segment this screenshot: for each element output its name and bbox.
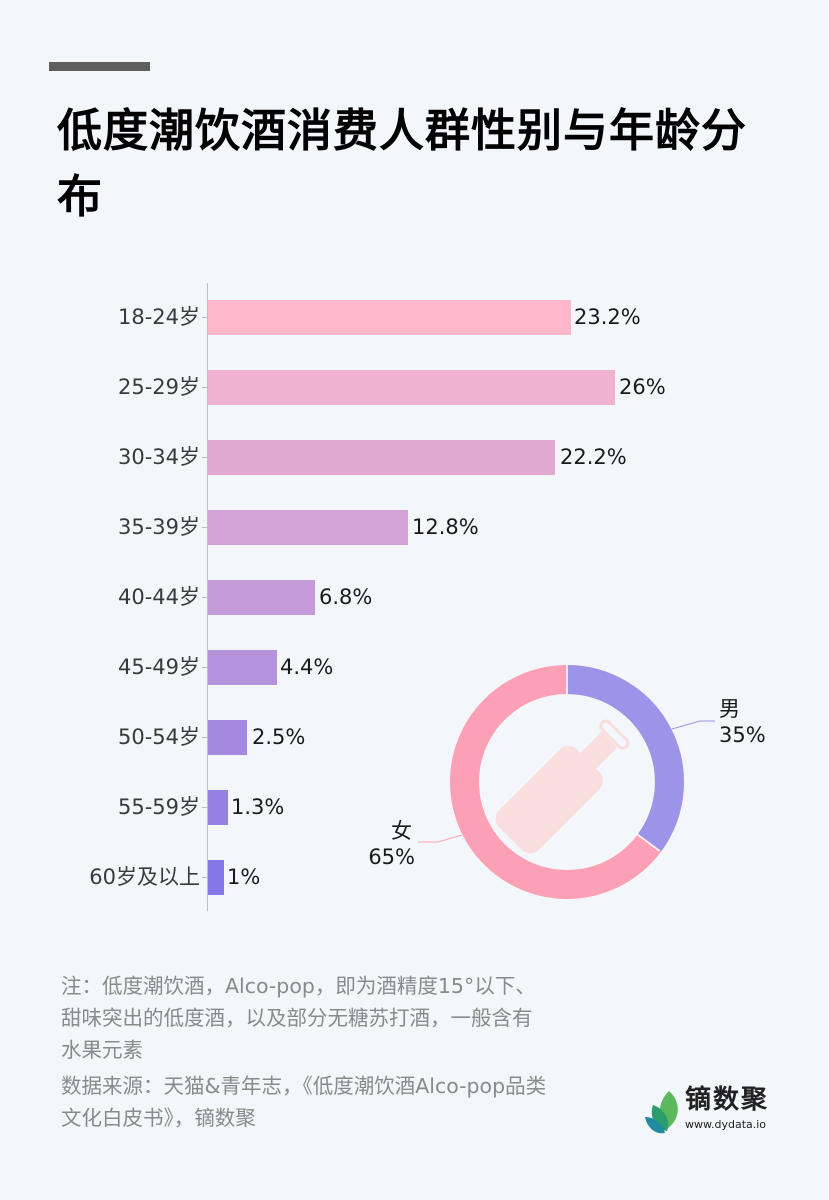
axis-tick <box>202 387 208 388</box>
age-bar-chart: 18-24岁 23.2% 25-29岁 26% 30-34岁 22.2% 35-… <box>0 283 829 911</box>
bar <box>208 790 228 825</box>
value-label: 1.3% <box>231 795 285 819</box>
gender-donut-chart <box>450 665 684 899</box>
male-percent: 35% <box>719 723 766 747</box>
value-label: 4.4% <box>280 655 334 679</box>
axis-tick <box>202 457 208 458</box>
category-label: 35-39岁 <box>117 515 200 539</box>
value-label: 22.2% <box>560 445 627 469</box>
bar-row: 25-29岁 26% <box>0 370 829 405</box>
female-percent: 65% <box>368 845 415 869</box>
donut-segment-male <box>566 665 684 851</box>
value-label: 12.8% <box>412 515 479 539</box>
bar-row: 35-39岁 12.8% <box>0 510 829 545</box>
category-label: 18-24岁 <box>117 305 200 329</box>
leaf-logo-icon <box>645 1091 678 1134</box>
value-label: 2.5% <box>252 725 306 749</box>
bar-row: 18-24岁 23.2% <box>0 300 829 335</box>
bar <box>208 860 224 895</box>
axis-tick <box>202 667 208 668</box>
bar <box>208 510 408 545</box>
bottle-icon <box>495 719 630 854</box>
category-label: 45-49岁 <box>117 655 200 679</box>
axis-tick <box>202 527 208 528</box>
brand-logo: 镝数聚 www.dydata.io <box>643 1085 793 1137</box>
bar-row: 55-59岁 1.3% <box>0 790 829 825</box>
footnotes: 注：低度潮饮酒，Alco-pop，即为酒精度15°以下、甜味突出的低度酒，以及部… <box>61 970 551 1134</box>
category-label: 55-59岁 <box>117 795 200 819</box>
bar <box>208 720 247 755</box>
axis-tick <box>202 597 208 598</box>
brand-name: 镝数聚 <box>685 1085 770 1115</box>
value-label: 26% <box>619 375 666 399</box>
bar <box>208 300 571 335</box>
male-label: 男 35% <box>719 696 766 748</box>
category-label: 40-44岁 <box>117 585 200 609</box>
female-label: 女 65% <box>365 818 415 870</box>
bar <box>208 580 315 615</box>
brand-url: www.dydata.io <box>685 1118 767 1131</box>
note-text: 注：低度潮饮酒，Alco-pop，即为酒精度15°以下、甜味突出的低度酒，以及部… <box>61 974 536 1062</box>
bar-row: 50-54岁 2.5% <box>0 720 829 755</box>
page-title: 低度潮饮酒消费人群性别与年龄分布 <box>57 104 748 223</box>
segment-divider <box>635 832 660 852</box>
bar-row: 45-49岁 4.4% <box>0 650 829 685</box>
axis-tick <box>202 737 208 738</box>
value-label: 6.8% <box>319 585 373 609</box>
bar-row: 30-34岁 22.2% <box>0 440 829 475</box>
axis-tick <box>202 807 208 808</box>
male-name: 男 <box>719 697 740 721</box>
axis-tick <box>202 877 208 878</box>
bar-row: 40-44岁 6.8% <box>0 580 829 615</box>
value-label: 23.2% <box>574 305 641 329</box>
bar <box>208 370 615 405</box>
category-label: 50-54岁 <box>117 725 200 749</box>
female-name: 女 <box>391 819 412 843</box>
bar <box>208 650 277 685</box>
category-label: 30-34岁 <box>117 445 200 469</box>
source-text: 数据来源：天猫&青年志，《低度潮饮酒Alco-pop品类文化白皮书》，镝数聚 <box>61 1074 547 1130</box>
bar <box>208 440 555 475</box>
decorative-top-rule <box>49 62 150 71</box>
category-label: 60岁及以上 <box>89 865 200 889</box>
axis-tick <box>202 317 208 318</box>
value-label: 1% <box>227 865 261 889</box>
bar-row: 60岁及以上 1% <box>0 860 829 895</box>
category-label: 25-29岁 <box>117 375 200 399</box>
